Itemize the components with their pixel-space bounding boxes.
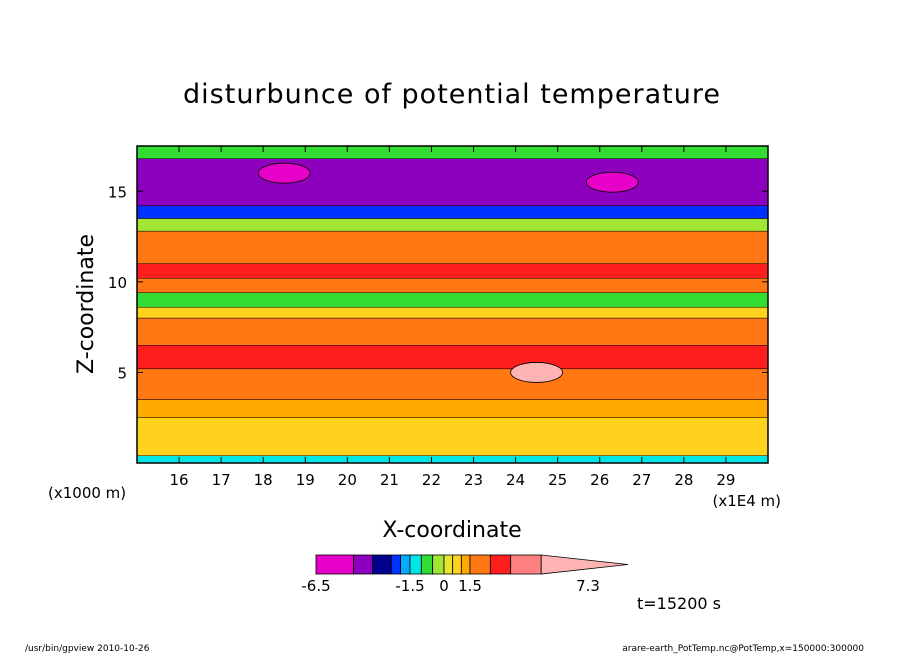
colorbar-swatch (460, 554, 471, 575)
colorbar-tick-label: 1.5 (458, 577, 482, 595)
extremum-cell-0 (257, 162, 311, 184)
colorbar-tick-label: -6.5 (301, 577, 330, 595)
field-band-7 (137, 292, 768, 308)
x-tick-label: 20 (338, 471, 357, 489)
colorbar-tick-labels: -6.5 -1.5 0 1.5 7.3 (301, 577, 600, 595)
field-band-4 (137, 345, 768, 370)
colorbar-swatch (371, 554, 392, 575)
colorbar-swatch (390, 554, 402, 575)
x-tick-label: 27 (632, 471, 651, 489)
colorbar-swatch (420, 554, 434, 575)
field-band-6 (137, 306, 768, 319)
colorbar-swatch (489, 554, 512, 575)
x-tick-label: 18 (254, 471, 273, 489)
colorbar-swatch (443, 554, 454, 575)
colorbar-swatch (409, 554, 422, 575)
chart-title: disturbunce of potential temperature (183, 79, 721, 110)
time-annotation: t=15200 s (637, 594, 721, 613)
x-tick-label: 22 (422, 471, 441, 489)
x-tick-label: 24 (506, 471, 525, 489)
plot-frame (136, 145, 769, 464)
y-unit-label: (x1000 m) (48, 484, 126, 502)
x-axis-ticks: 16 17 18 19 20 21 22 23 24 25 26 27 28 29 (170, 146, 735, 489)
x-tick-label: 23 (464, 471, 483, 489)
x-unit-label: (x1E4 m) (712, 492, 781, 510)
colorbar-swatch (353, 554, 373, 575)
field-band-14 (137, 146, 768, 159)
field-band-12 (137, 205, 768, 219)
y-tick-label: 15 (108, 183, 127, 201)
x-tick-label: 26 (590, 471, 609, 489)
x-axis-label: X-coordinate (382, 518, 521, 543)
y-tick-label: 5 (117, 364, 127, 382)
colorbar-swatch (510, 554, 542, 575)
contour-bands (137, 146, 768, 463)
colorbar-swatch (432, 554, 445, 575)
colorbar (315, 554, 629, 575)
colorbar-extend-arrow (540, 554, 629, 575)
footer-right: arare-earth_PotTemp.nc@PotTemp,x=150000:… (622, 644, 864, 654)
x-tick-label: 21 (380, 471, 399, 489)
x-tick-label: 17 (212, 471, 231, 489)
extremum-cell-2 (510, 362, 564, 383)
y-axis-ticks: 5 10 15 (108, 183, 768, 382)
field-band-2 (137, 399, 768, 418)
colorbar-tick-label: -1.5 (395, 577, 424, 595)
colorbar-tick-label: 7.3 (576, 577, 600, 595)
field-band-0 (137, 455, 768, 463)
field-band-3 (137, 368, 768, 400)
x-tick-label: 29 (716, 471, 735, 489)
field-band-5 (137, 317, 768, 346)
y-tick-label: 10 (108, 274, 127, 292)
extrema-cells (257, 162, 639, 383)
field-band-13 (137, 158, 768, 207)
x-tick-label: 28 (674, 471, 693, 489)
field-band-8 (137, 277, 768, 293)
field-band-10 (137, 230, 768, 264)
colorbar-tick-label: 0 (439, 577, 449, 595)
x-tick-label: 19 (296, 471, 315, 489)
field-band-1 (137, 417, 768, 457)
footer-left: /usr/bin/gpview 2010-10-26 (25, 644, 150, 654)
colorbar-swatch (315, 554, 354, 575)
x-tick-label: 25 (548, 471, 567, 489)
field-band-11 (137, 218, 768, 232)
colorbar-swatch (469, 554, 491, 575)
field-band-9 (137, 263, 768, 279)
extremum-cell-1 (585, 171, 639, 193)
y-axis-label: Z-coordinate (74, 234, 99, 374)
colorbar-swatch (400, 554, 411, 575)
x-tick-label: 16 (170, 471, 189, 489)
plot-area (137, 146, 768, 463)
colorbar-swatch (452, 554, 462, 575)
